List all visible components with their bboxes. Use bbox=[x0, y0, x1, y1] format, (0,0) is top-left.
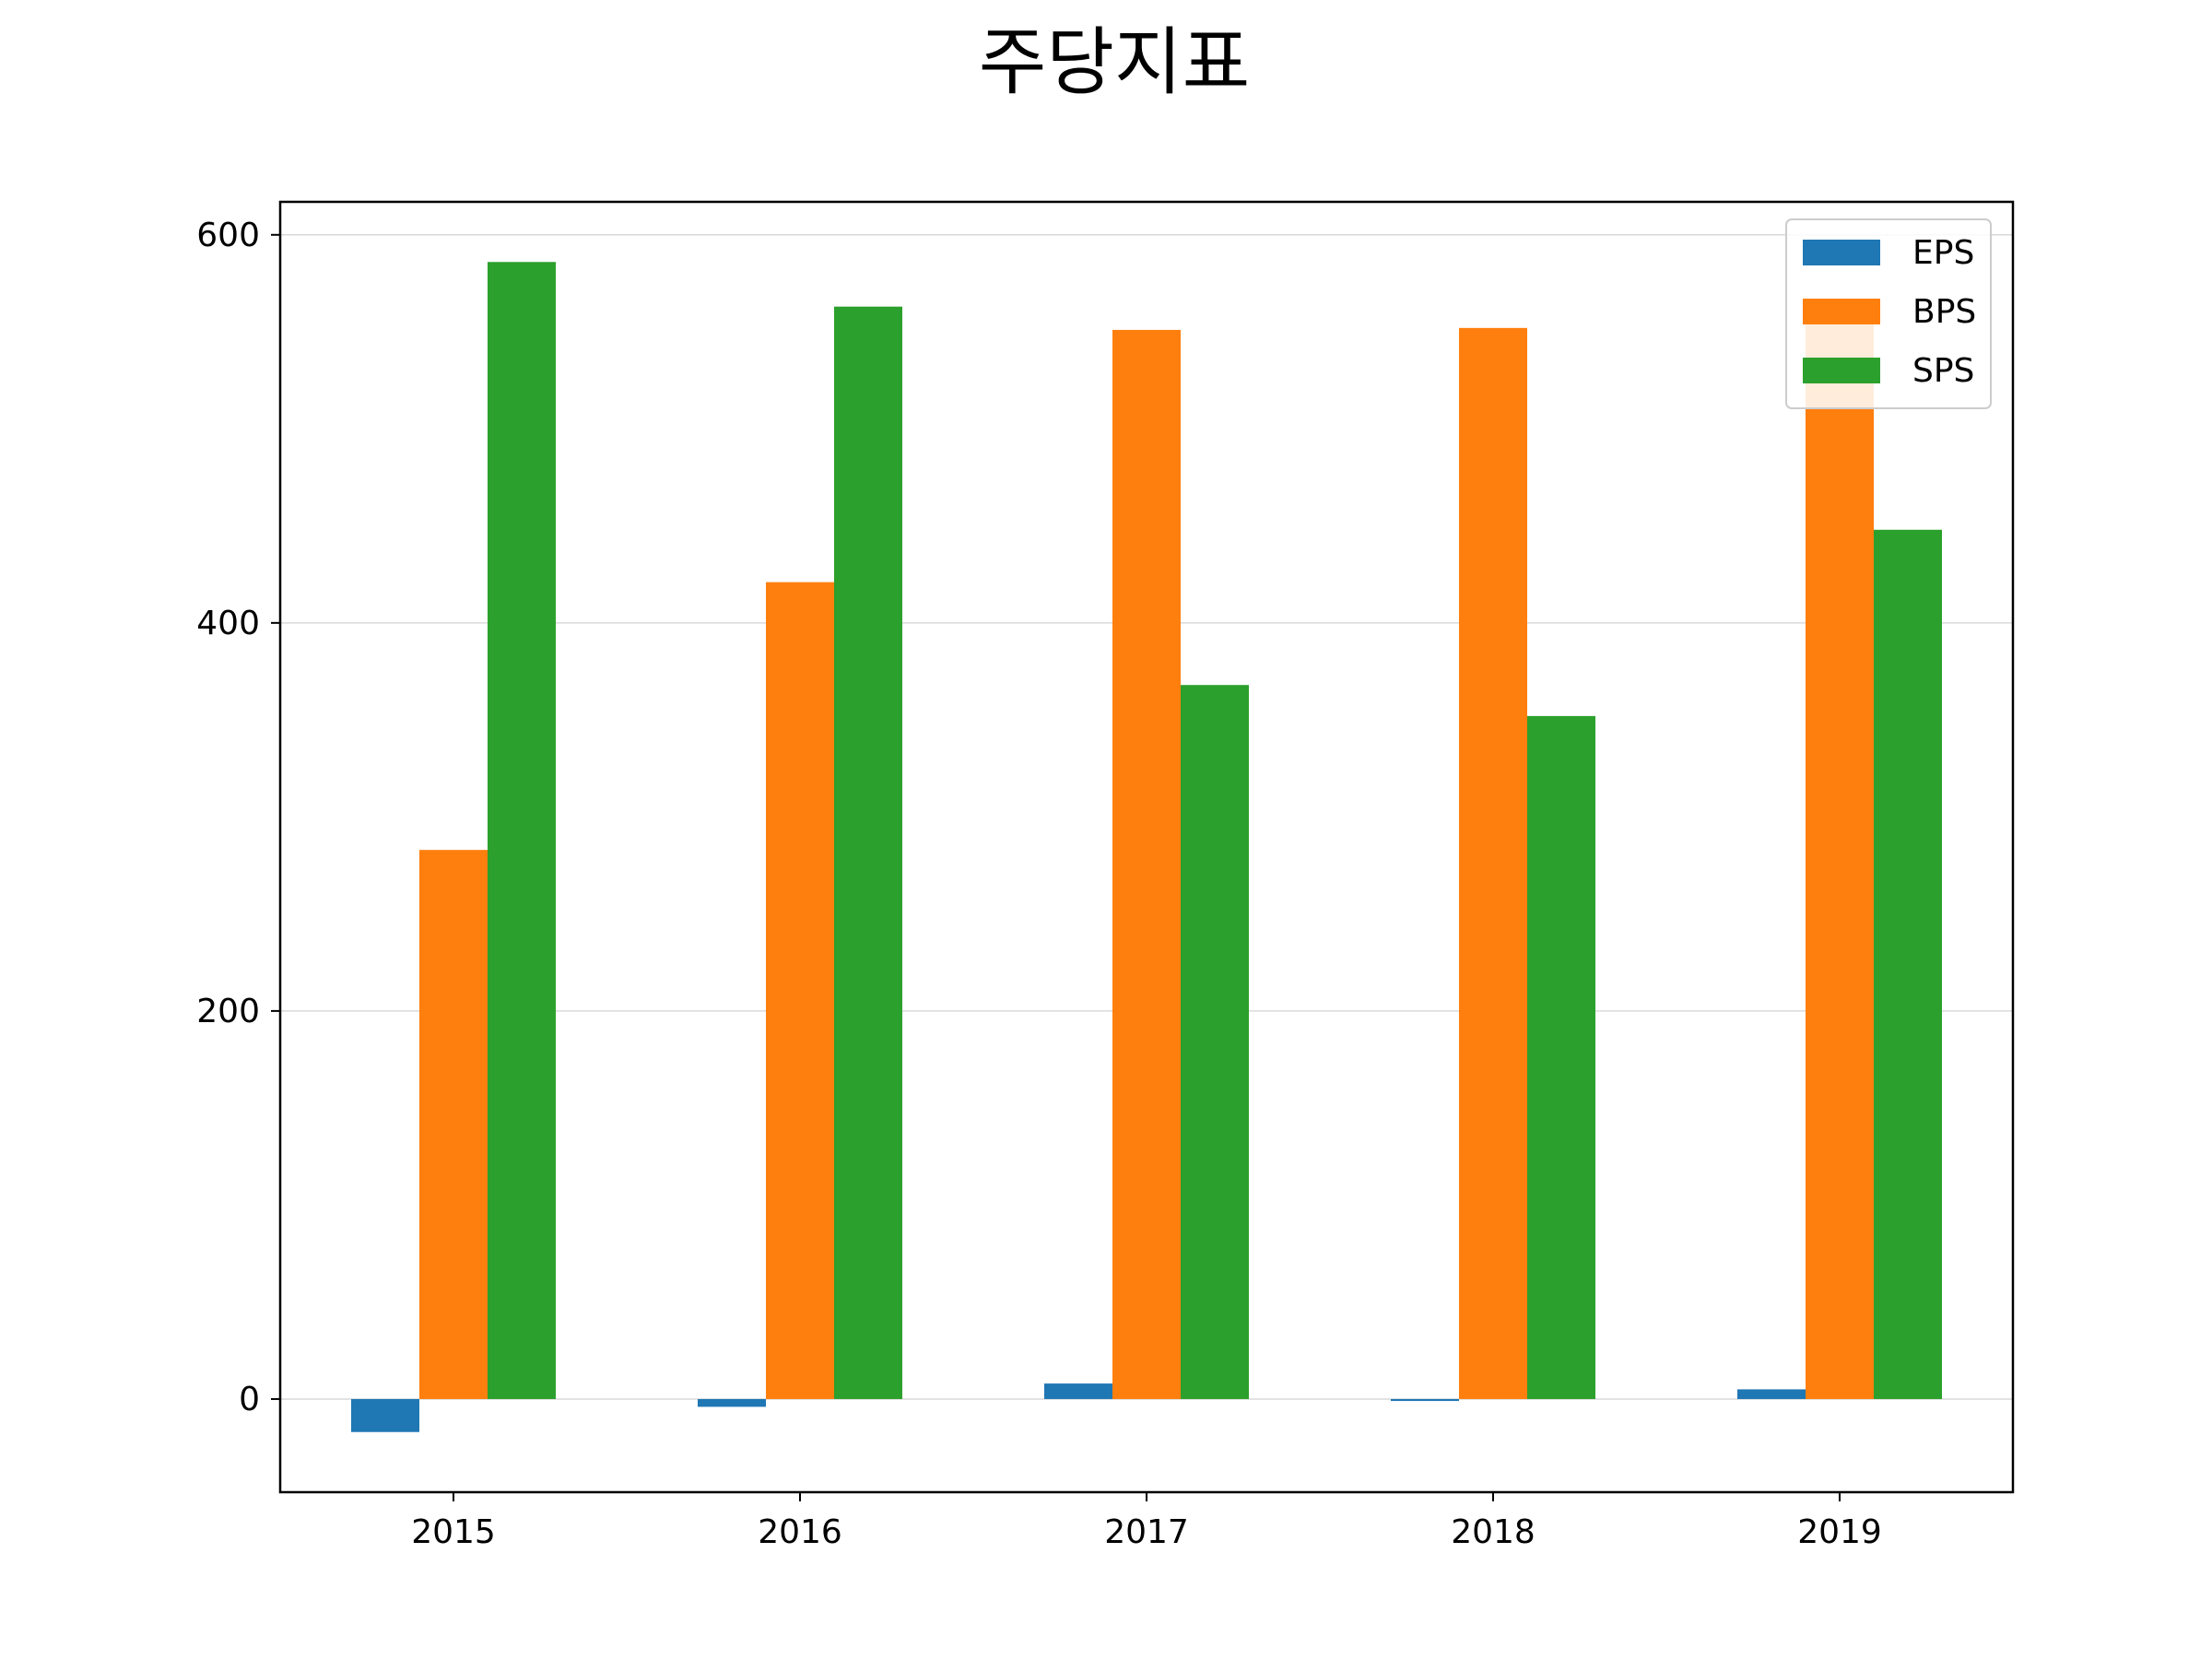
bar-eps-2018 bbox=[1391, 1398, 1459, 1402]
legend-label-eps: EPS bbox=[1912, 234, 1974, 272]
bar-bps-2016 bbox=[766, 582, 834, 1399]
bar-sps-2015 bbox=[488, 262, 556, 1399]
y-tick-label: 0 bbox=[239, 1381, 260, 1418]
chart-title: 주당지표 bbox=[979, 19, 1250, 105]
x-tick-label: 2018 bbox=[1451, 1513, 1535, 1551]
y-tick-label: 600 bbox=[196, 217, 260, 254]
x-tick-label: 2016 bbox=[758, 1513, 842, 1551]
bar-bps-2018 bbox=[1459, 327, 1527, 1399]
bar-sps-2019 bbox=[1874, 529, 1942, 1399]
bar-sps-2016 bbox=[834, 306, 902, 1399]
y-tick-label: 200 bbox=[196, 993, 260, 1030]
y-axis: 0 200 400 600 bbox=[196, 217, 280, 1418]
x-tick-label: 2017 bbox=[1104, 1513, 1189, 1551]
legend-label-bps: BPS bbox=[1912, 293, 1976, 331]
legend-swatch-eps bbox=[1803, 240, 1880, 265]
bar-bps-2015 bbox=[419, 850, 488, 1399]
bar-sps-2018 bbox=[1527, 715, 1595, 1399]
bar-bps-2017 bbox=[1112, 329, 1181, 1399]
bar-eps-2019 bbox=[1737, 1389, 1806, 1399]
legend-swatch-sps bbox=[1803, 358, 1880, 383]
x-tick-label: 2015 bbox=[411, 1513, 496, 1551]
bar-eps-2016 bbox=[698, 1398, 766, 1407]
bar-eps-2015 bbox=[351, 1398, 419, 1432]
bar-sps-2017 bbox=[1181, 685, 1249, 1399]
y-tick-label: 400 bbox=[196, 605, 260, 642]
bar-bps-2019 bbox=[1806, 324, 1874, 1399]
legend-swatch-bps bbox=[1803, 299, 1880, 324]
bars bbox=[351, 262, 1942, 1432]
x-tick-label: 2019 bbox=[1797, 1513, 1882, 1551]
legend: EPS BPS SPS bbox=[1785, 218, 1992, 409]
x-axis: 2015 2016 2017 2018 2019 bbox=[411, 1492, 1882, 1551]
bar-eps-2017 bbox=[1044, 1383, 1112, 1399]
legend-label-sps: SPS bbox=[1912, 352, 1974, 390]
